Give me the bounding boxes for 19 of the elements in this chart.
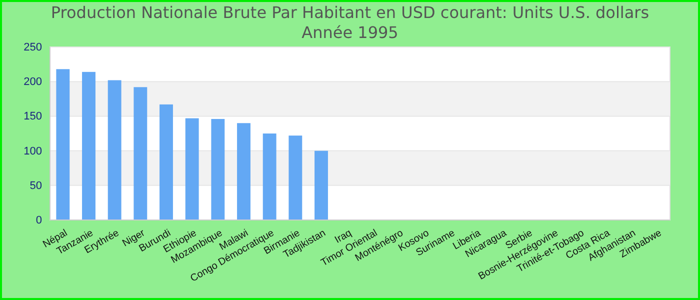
chart-title: Production Nationale Brute Par Habitant en USD courant: Units U.S. dollars bbox=[50, 3, 650, 22]
bar bbox=[262, 134, 276, 220]
bar bbox=[108, 80, 122, 220]
bar bbox=[314, 150, 328, 220]
bar bbox=[288, 136, 302, 220]
bar bbox=[211, 118, 225, 220]
bar bbox=[56, 69, 70, 220]
bar bbox=[134, 87, 148, 220]
y-tick-label: 50 bbox=[30, 180, 42, 192]
y-tick-label: 250 bbox=[24, 42, 42, 54]
chart-subtitle: Année 1995 bbox=[302, 23, 398, 42]
y-tick-label: 100 bbox=[24, 145, 42, 158]
bar bbox=[185, 118, 199, 220]
y-tick-label: 200 bbox=[24, 76, 42, 88]
bar bbox=[237, 123, 250, 220]
bar bbox=[82, 72, 96, 220]
y-tick-label: 150 bbox=[24, 110, 42, 123]
y-tick-label: 0 bbox=[36, 214, 42, 227]
bar bbox=[160, 104, 173, 220]
